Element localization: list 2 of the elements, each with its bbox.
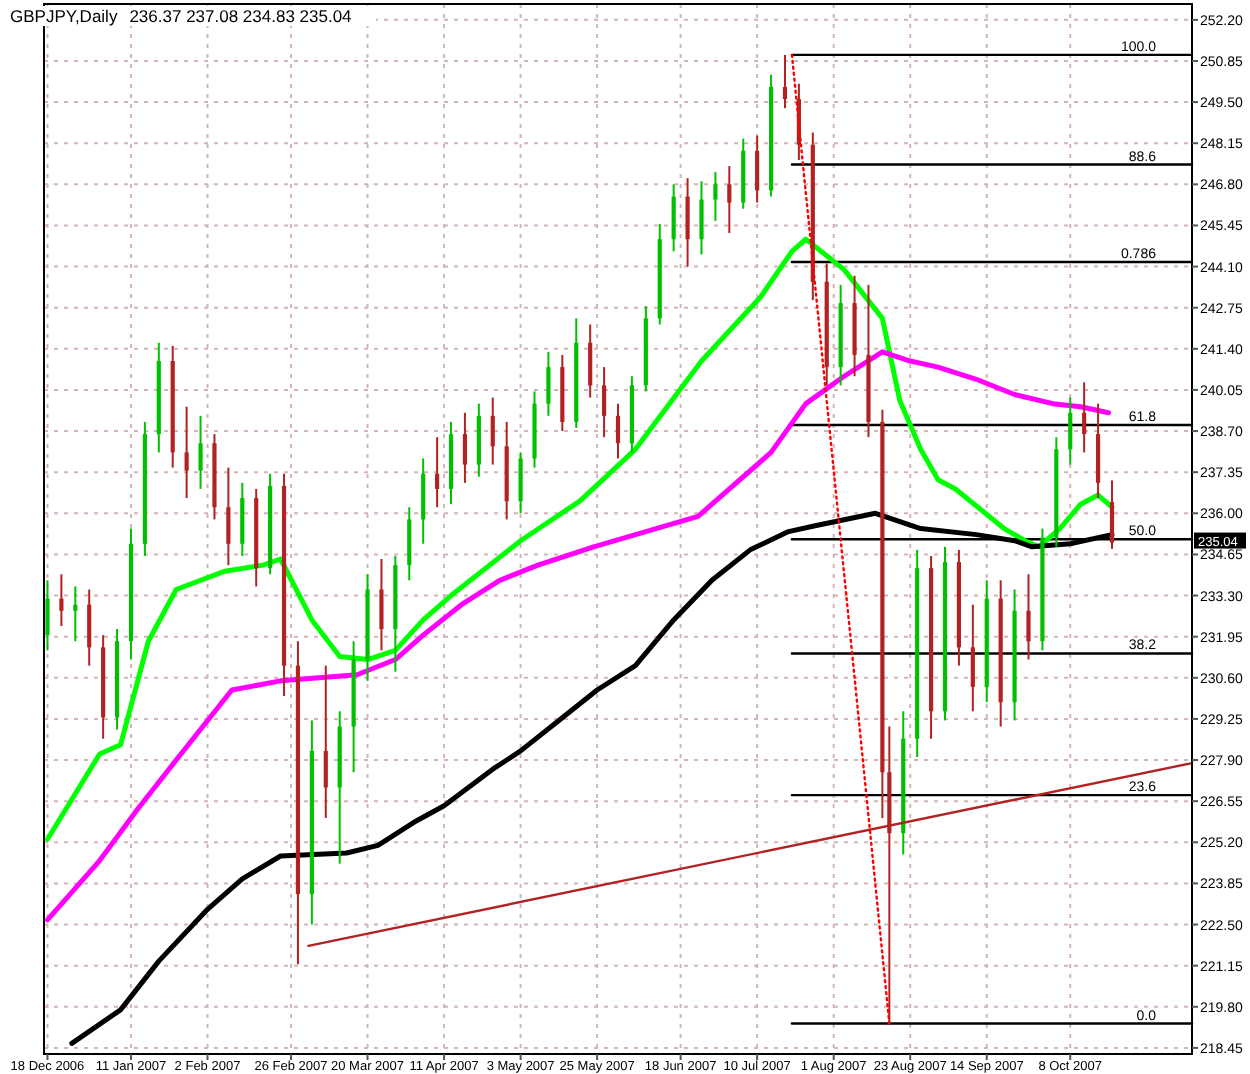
chart-subtitle: 236.37 237.08 234.83 235.04 bbox=[129, 6, 353, 26]
chart-title: GBPJPY,Daily bbox=[10, 6, 119, 26]
